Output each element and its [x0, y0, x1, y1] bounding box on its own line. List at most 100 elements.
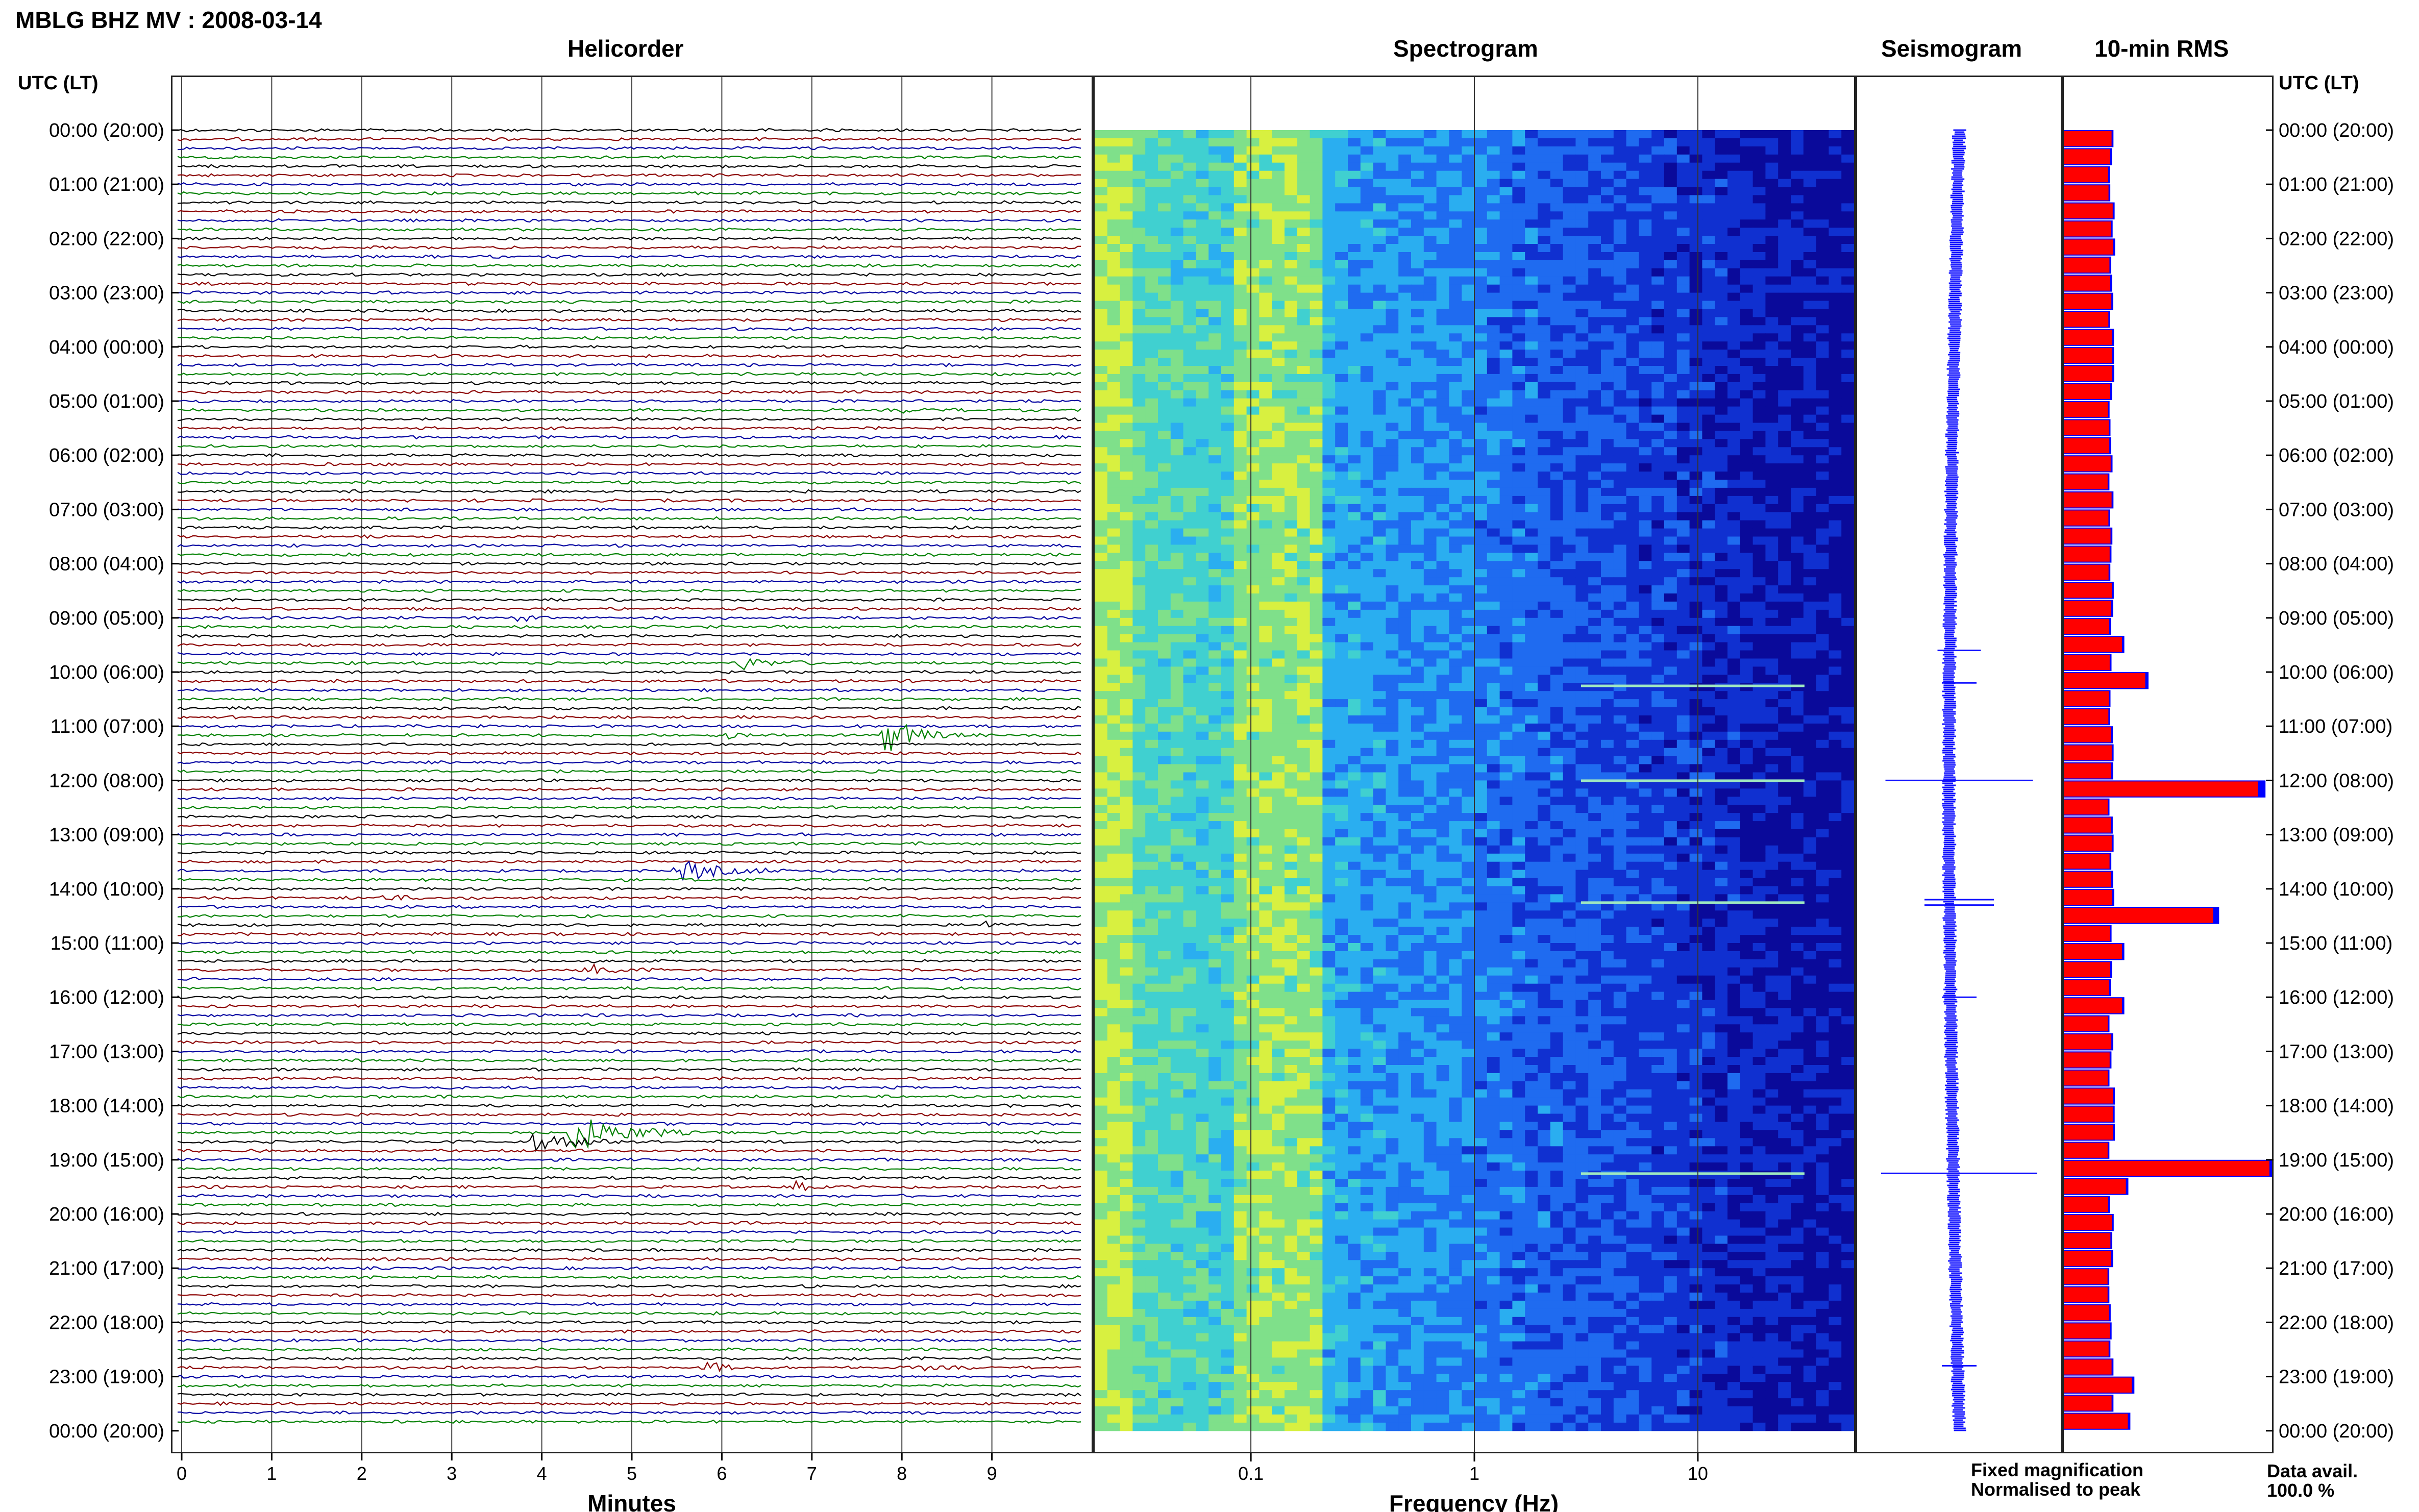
spectrogram-cell: [1613, 398, 1627, 407]
spectrogram-cell: [1512, 154, 1525, 163]
spectrogram-cell: [1487, 707, 1500, 716]
spectrogram-cell: [1411, 414, 1424, 424]
spectrogram-cell: [1158, 439, 1171, 448]
spectrogram-cell: [1841, 764, 1855, 773]
spectrogram-cell: [1689, 593, 1702, 602]
spectrogram-cell: [1588, 236, 1601, 244]
spectrogram-cell: [1310, 333, 1323, 342]
spectrogram-cell: [1132, 666, 1146, 675]
spectrogram-cell: [1626, 130, 1639, 139]
spectrogram-cell: [1588, 292, 1601, 302]
spectrogram-cell: [1702, 219, 1715, 228]
spectrogram-cell: [1816, 617, 1829, 627]
spectrogram-cell: [1107, 284, 1121, 293]
spectrogram-cell: [1107, 414, 1121, 424]
spectrogram-cell: [1765, 756, 1779, 765]
spectrogram-cell: [1246, 350, 1260, 358]
spectrogram-cell: [1297, 780, 1311, 789]
spectrogram-cell: [1411, 764, 1424, 773]
spectrogram-cell: [1487, 423, 1500, 431]
spectrogram-cell: [1411, 358, 1424, 366]
spectrogram-cell: [1550, 666, 1564, 675]
spectrogram-cell: [1423, 520, 1437, 529]
spectrogram-cell: [1285, 495, 1298, 505]
spectrogram-cell: [1246, 170, 1260, 180]
spectrogram-cell: [1107, 374, 1121, 383]
spectrogram-cell: [1285, 658, 1298, 667]
spectrogram-cell: [1158, 138, 1171, 147]
spectrogram-cell: [1525, 707, 1538, 716]
spectrogram-cell: [1322, 439, 1336, 448]
spectrogram-cell: [1398, 187, 1412, 195]
spectrogram-cell: [1816, 723, 1829, 732]
spectrogram-cell: [1563, 236, 1576, 244]
spectrogram-cell: [1398, 195, 1412, 204]
spectrogram-cell: [1740, 252, 1754, 261]
spectrogram-cell: [1474, 666, 1488, 675]
spectrogram-cell: [1449, 179, 1462, 188]
spectrogram-cell: [1601, 398, 1614, 407]
spectrogram-cell: [1158, 675, 1171, 683]
spectrogram-cell: [1132, 601, 1146, 610]
spectrogram-cell: [1348, 756, 1361, 765]
spectrogram-cell: [1752, 731, 1766, 740]
spectrogram-cell: [1601, 512, 1614, 521]
spectrogram-cell: [1803, 731, 1817, 740]
spectrogram-cell: [1120, 544, 1133, 553]
spectrogram-cell: [1803, 455, 1817, 464]
spectrogram-cell: [1285, 358, 1298, 366]
spectrogram-cell: [1360, 480, 1374, 488]
spectrogram-cell: [1829, 252, 1842, 261]
spectrogram-cell: [1221, 236, 1235, 244]
spectrogram-cell: [1145, 707, 1158, 716]
spectrogram-cell: [1474, 463, 1488, 472]
spectrogram-cell: [1411, 138, 1424, 147]
spectrogram-cell: [1183, 520, 1196, 529]
spectrogram-cell: [1487, 715, 1500, 724]
spectrogram-cell: [1563, 748, 1576, 757]
spectrogram-cell: [1297, 414, 1311, 424]
spectrogram-cell: [1398, 236, 1412, 244]
spectrogram-cell: [1487, 195, 1500, 204]
spectrogram-cell: [1575, 374, 1589, 383]
spectrogram-cell: [1676, 301, 1690, 309]
spectrogram-cell: [1436, 553, 1449, 561]
spectrogram-cell: [1132, 487, 1146, 497]
spectrogram-cell: [1120, 341, 1133, 350]
spectrogram-cell: [1360, 203, 1374, 212]
spectrogram-cell: [1145, 170, 1158, 180]
spectrogram-cell: [1727, 284, 1741, 293]
spectrogram-cell: [1499, 487, 1513, 497]
spectrogram-cell: [1791, 236, 1804, 244]
spectrogram-cell: [1841, 634, 1855, 643]
spectrogram-cell: [1107, 609, 1121, 618]
spectrogram-cell: [1715, 463, 1728, 472]
spectrogram-cell: [1550, 447, 1564, 456]
spectrogram-cell: [1449, 268, 1462, 277]
spectrogram-cell: [1816, 658, 1829, 667]
spectrogram-cell: [1107, 195, 1121, 204]
spectrogram-cell: [1208, 284, 1222, 293]
spectrogram-cell: [1297, 666, 1311, 675]
spectrogram-cell: [1107, 691, 1121, 700]
spectrogram-cell: [1373, 162, 1386, 171]
spectrogram-cell: [1601, 707, 1614, 716]
spectrogram-cell: [1297, 472, 1311, 480]
spectrogram-cell: [1538, 455, 1551, 464]
spectrogram-cell: [1259, 179, 1272, 188]
spectrogram-cell: [1145, 154, 1158, 163]
spectrogram-cell: [1525, 617, 1538, 627]
spectrogram-cell: [1791, 260, 1804, 269]
spectrogram-cell: [1575, 382, 1589, 391]
spectrogram-cell: [1474, 244, 1488, 253]
spectrogram-cell: [1196, 333, 1209, 342]
spectrogram-cell: [1221, 366, 1235, 375]
spectrogram-cell: [1512, 764, 1525, 773]
spectrogram-cell: [1449, 520, 1462, 529]
spectrogram-cell: [1487, 642, 1500, 651]
spectrogram-cell: [1702, 544, 1715, 553]
spectrogram-cell: [1550, 244, 1564, 253]
spectrogram-cell: [1170, 739, 1184, 749]
spectrogram-cell: [1727, 187, 1741, 195]
spectrogram-cell: [1233, 236, 1247, 244]
